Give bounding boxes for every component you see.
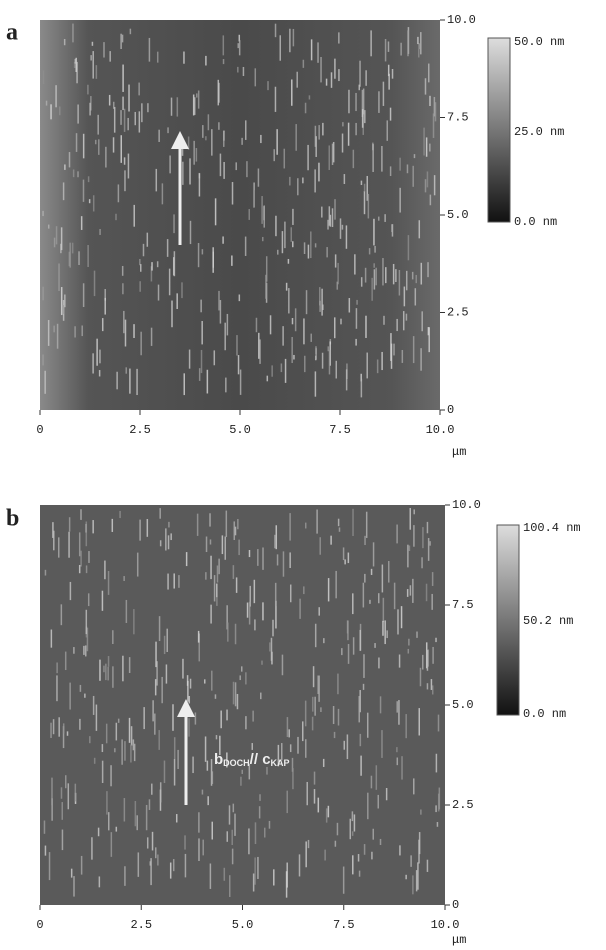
y-tick-label: 0 — [447, 403, 454, 417]
x-tick-label: 7.5 — [329, 423, 351, 437]
unit-label: μm — [452, 933, 466, 947]
y-tick-label: 0 — [452, 898, 459, 912]
panel-a: a 0 2.5 5.0 7.5 10.0 0 2.5 5.0 7.5 10.0 μm 50.0 nm 2… — [6, 13, 564, 459]
x-tick-label: 5.0 — [229, 423, 251, 437]
x-tick-label: 10.0 — [426, 423, 455, 437]
colorbar-label: 0.0 nm — [523, 707, 566, 721]
x-tick-label: 2.5 — [129, 423, 151, 437]
x-tick-label: 7.5 — [333, 918, 355, 932]
y-tick-label: 5.0 — [452, 698, 474, 712]
afm-image — [40, 20, 440, 410]
panel-b: b bDOCH// cKAP 0 2.5 5.0 7.5 10.0 0 2.5 5.0 7.5 1… — [6, 498, 581, 947]
y-tick-label: 2.5 — [447, 306, 469, 320]
colorbar-label: 50.0 nm — [514, 35, 564, 49]
y-tick-label: 7.5 — [452, 598, 474, 612]
y-tick-label: 10.0 — [447, 13, 476, 27]
colorbar-label: 100.4 nm — [523, 521, 581, 535]
colorbar-label: 0.0 nm — [514, 215, 557, 229]
colorbar-label: 50.2 nm — [523, 614, 573, 628]
x-tick-label: 5.0 — [232, 918, 254, 932]
unit-label: μm — [452, 445, 466, 459]
panel-label: a — [6, 20, 18, 46]
x-tick-label: 0 — [36, 423, 43, 437]
afm-image — [40, 505, 445, 905]
colorbar-label: 25.0 nm — [514, 125, 564, 139]
x-tick-label: 10.0 — [431, 918, 460, 932]
texture — [43, 508, 441, 898]
panel-label: b — [6, 506, 19, 532]
texture — [42, 23, 437, 398]
y-tick-label: 2.5 — [452, 798, 474, 812]
y-tick-label: 5.0 — [447, 208, 469, 222]
x-tick-label: 0 — [36, 918, 43, 932]
y-tick-label: 7.5 — [447, 111, 469, 125]
colorbar — [487, 37, 511, 223]
y-tick-label: 10.0 — [452, 498, 481, 512]
annotation: bDOCH// cKAP — [214, 751, 290, 768]
x-tick-label: 2.5 — [130, 918, 152, 932]
colorbar — [496, 524, 520, 716]
